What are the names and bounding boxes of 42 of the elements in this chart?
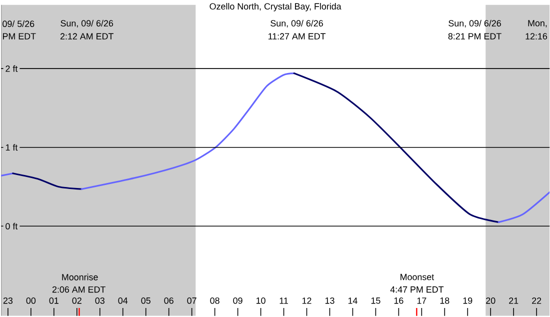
annotation: Moonset <box>400 274 434 280</box>
x-tick-label: 07 <box>187 298 196 304</box>
x-tick-label: 13 <box>325 298 334 304</box>
annotation: Sun, 09/ 6/26 <box>448 20 501 28</box>
x-tick-label: 10 <box>256 298 266 304</box>
x-tick-label: 20 <box>486 298 496 304</box>
x-tick-label: 12 <box>302 298 312 304</box>
x-tick-label: 03 <box>95 298 104 304</box>
y-tick-label: 2 ft <box>6 66 18 72</box>
y-tick-label: 0 ft <box>6 223 18 230</box>
x-tick-label: 06 <box>164 298 174 304</box>
x-tick-label: 05 <box>141 298 150 304</box>
annotation: 2:06 AM EDT <box>52 286 106 293</box>
annotation: 12:16 <box>526 33 548 40</box>
x-tick-label: 00 <box>26 298 36 304</box>
x-tick-label: 04 <box>118 298 128 304</box>
x-tick-label: 01 <box>49 298 58 304</box>
annotation: 2:12 AM EDT <box>60 33 114 40</box>
annotation: 11:27 AM EDT <box>268 33 326 40</box>
x-tick-label: 19 <box>463 298 472 304</box>
chart-title: Ozello North, Crystal Bay, Florida <box>210 3 342 12</box>
x-tick-label: 18 <box>440 298 450 304</box>
x-tick-label: 09 <box>233 298 242 304</box>
x-tick-label: 17 <box>417 298 426 304</box>
x-tick-label: 15 <box>371 298 380 304</box>
annotation: Sun, 09/ 6/26 <box>270 20 323 28</box>
x-tick-label: 23 <box>3 298 13 304</box>
x-tick-label: 22 <box>532 298 542 304</box>
x-tick-label: 11 <box>280 298 288 304</box>
x-tick-label: 16 <box>394 298 404 304</box>
annotation: PM EDT <box>2 33 36 40</box>
y-tick-label: 1 ft <box>6 144 18 151</box>
x-tick-label: 14 <box>348 298 358 304</box>
x-tick-label: 02 <box>72 298 82 304</box>
annotation: Moonrise <box>62 274 98 281</box>
annotation: 8:21 PM EDT <box>448 33 502 40</box>
x-tick-label: 08 <box>210 298 220 304</box>
annotation: 4:47 PM EDT <box>390 286 444 293</box>
annotation: 09/ 5/26 <box>2 20 34 28</box>
annotation: Sun, 09/ 6/26 <box>60 20 114 28</box>
x-tick-label: 21 <box>509 298 518 304</box>
annotation: Mon, <box>528 20 547 28</box>
